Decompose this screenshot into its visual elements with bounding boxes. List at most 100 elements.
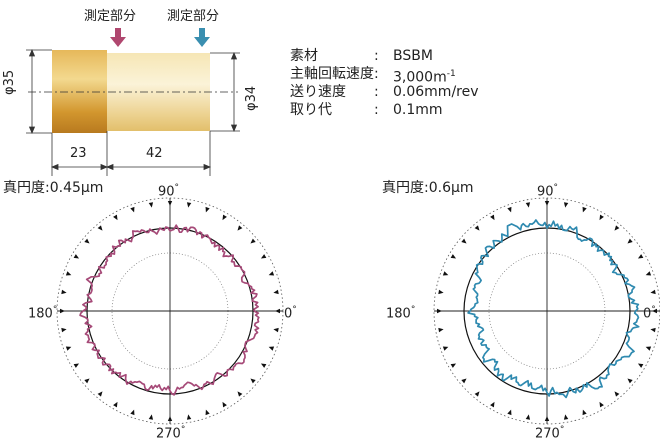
roundness-plot [433, 197, 660, 425]
spec-colon: : [374, 48, 379, 64]
tick-mark [97, 391, 103, 397]
tick-mark [645, 346, 652, 351]
spec-colon: : [374, 66, 379, 82]
tick-mark [260, 363, 267, 368]
measure-arrow-2 [194, 28, 210, 47]
tick-mark [130, 409, 135, 416]
tick-mark [563, 202, 569, 208]
tick-mark [442, 346, 449, 351]
angle-label-90: 90° [158, 183, 180, 200]
tick-mark [582, 409, 587, 416]
measure-label-2: 測定部分 [167, 9, 220, 24]
tick-mark [438, 327, 444, 333]
roundness-trace [79, 224, 260, 396]
tick-mark [507, 206, 512, 213]
angle-label-0: 0° [643, 305, 656, 322]
tick-mark [474, 225, 480, 231]
tick-mark [250, 238, 256, 244]
tick-mark [260, 254, 267, 259]
tick-mark [450, 363, 457, 368]
plot-title-right: 真円度:0.6μm [382, 180, 474, 196]
spec-name: 素材 [290, 48, 318, 64]
tick-mark [474, 391, 480, 397]
dimension-lines [26, 48, 240, 176]
tick-mark [525, 202, 531, 208]
tick-mark [650, 327, 656, 333]
spec-name: 取り代 [290, 102, 332, 118]
tick-mark [614, 391, 620, 397]
tick-mark [438, 289, 444, 295]
tick-mark [507, 409, 512, 416]
angle-label-180: 180° [28, 305, 58, 322]
spec-value: BSBM [393, 48, 433, 64]
roundness-plots [56, 197, 660, 425]
spec-value: 3,000m-1 [393, 69, 456, 86]
measure-label-1: 測定部分 [84, 9, 137, 24]
measure-arrow-1 [110, 28, 126, 47]
spec-name: 送り速度 [290, 84, 346, 100]
tick-mark [167, 416, 173, 421]
tick-mark [222, 401, 227, 408]
tick-mark [273, 327, 279, 333]
spec-colon: : [374, 102, 379, 118]
angle-label-0: 0° [284, 305, 297, 322]
length-label-a: 23 [70, 146, 87, 161]
angle-label-180: 180° [386, 305, 416, 322]
tick-mark [544, 416, 550, 421]
tick-mark [65, 271, 72, 276]
workpiece-section-23 [52, 50, 107, 133]
tick-mark [461, 378, 467, 384]
tick-mark [650, 289, 656, 295]
angle-label-90: 90° [537, 183, 559, 200]
tick-mark [442, 271, 449, 276]
tick-mark [614, 225, 620, 231]
tick-mark [73, 254, 80, 259]
roundness-plot [56, 197, 284, 425]
tick-mark [268, 346, 275, 351]
tick-mark [222, 214, 227, 221]
tick-mark [450, 254, 457, 259]
tick-mark [437, 308, 442, 314]
tick-mark [84, 378, 90, 384]
diameter-right-label: φ34 [244, 85, 259, 111]
tick-mark [599, 214, 604, 221]
tick-mark [637, 254, 644, 259]
diameter-left-label: φ35 [2, 69, 17, 95]
tick-mark [61, 327, 67, 333]
roundness-trace [467, 219, 640, 399]
tick-mark [525, 414, 531, 420]
tick-mark [130, 206, 135, 213]
spec-name: 主軸回転速度 [290, 66, 374, 82]
tick-mark [84, 238, 90, 244]
spec-colon: : [374, 84, 379, 100]
tick-mark [61, 289, 67, 295]
tick-mark [268, 271, 275, 276]
tick-mark [148, 202, 154, 208]
tick-mark [563, 414, 569, 420]
length-label-b: 42 [146, 146, 163, 161]
spec-value: 0.1mm [393, 102, 443, 118]
tick-mark [113, 401, 118, 408]
tick-mark [490, 401, 495, 408]
tick-mark [65, 346, 72, 351]
tick-mark [645, 271, 652, 276]
tick-mark [637, 363, 644, 368]
reference-circle [86, 227, 254, 395]
tick-mark [148, 414, 154, 420]
tick-mark [275, 308, 280, 314]
tick-mark [544, 201, 550, 206]
tick-mark [186, 414, 192, 420]
tick-mark [73, 363, 80, 368]
tick-mark [60, 308, 65, 314]
tick-mark [627, 378, 633, 384]
tick-mark [167, 201, 173, 206]
tick-mark [652, 308, 657, 314]
angle-label-270: 270° [535, 425, 565, 441]
tick-mark [237, 225, 243, 231]
plot-title-left: 真円度:0.45μm [3, 180, 104, 196]
tick-mark [490, 214, 495, 221]
spec-value: 0.06mm/rev [393, 84, 479, 100]
tick-mark [113, 214, 118, 221]
